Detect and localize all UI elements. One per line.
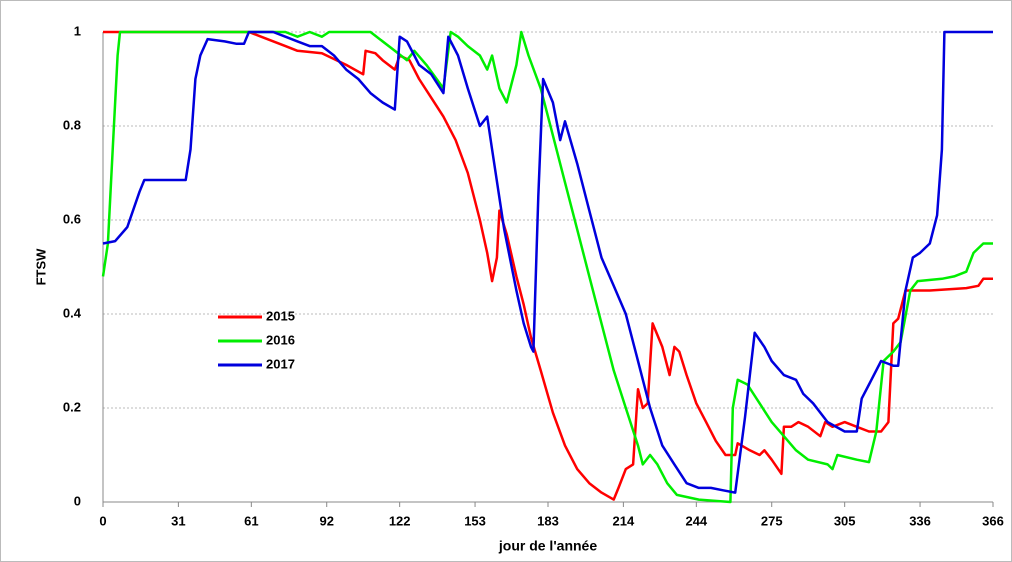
x-tick-label: 122 — [389, 513, 411, 528]
x-tick-label: 31 — [171, 513, 185, 528]
x-tick-label: 305 — [834, 513, 856, 528]
x-tick-label: 92 — [319, 513, 333, 528]
x-axis-label: jour de l'année — [498, 538, 597, 554]
x-tick-label: 275 — [761, 513, 783, 528]
series-line — [102, 30, 993, 494]
y-tick-label: 0.8 — [63, 117, 81, 132]
y-tick-label: 0.2 — [63, 399, 81, 414]
legend-label: 2015 — [266, 308, 295, 323]
legend-label: 2017 — [266, 356, 295, 371]
x-tick-label: 153 — [464, 513, 486, 528]
x-tick-label: 183 — [537, 513, 559, 528]
x-tick-label: 366 — [982, 513, 1004, 528]
y-tick-label: 0.6 — [63, 211, 81, 226]
x-tick-label: 61 — [244, 513, 258, 528]
legend-label: 2016 — [266, 332, 295, 347]
series-line — [101, 30, 993, 504]
y-tick-label: 1 — [74, 23, 81, 38]
x-tick-label: 214 — [613, 513, 635, 528]
y-axis-label: FTSW — [33, 248, 48, 286]
x-tick-label: 0 — [99, 513, 106, 528]
x-tick-label: 244 — [685, 513, 707, 528]
x-tick-label: 336 — [909, 513, 931, 528]
y-tick-label: 0 — [74, 493, 81, 508]
y-tick-label: 0.4 — [63, 305, 82, 320]
